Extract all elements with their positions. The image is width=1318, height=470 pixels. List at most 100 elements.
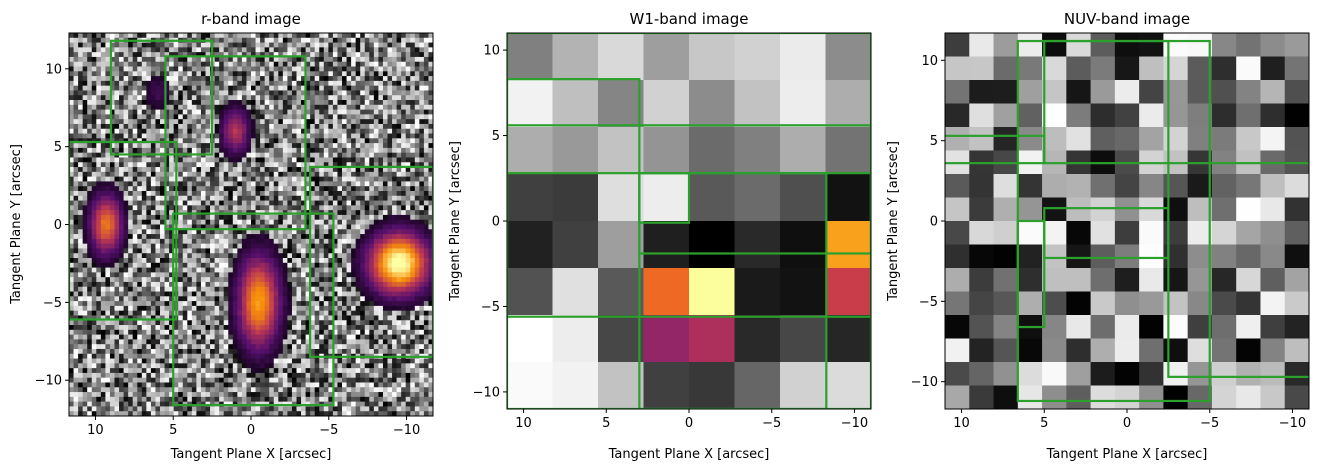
nuv-pixel (969, 80, 994, 104)
nuv-pixel (1090, 197, 1116, 222)
nuv-pixel (1017, 362, 1043, 386)
nuv-pixel (1284, 291, 1309, 316)
nuv-pixel (945, 385, 970, 409)
nuv-pixel (945, 56, 970, 81)
aperture-box (1043, 207, 1170, 260)
w1-pixel (507, 268, 553, 316)
aperture-box (1167, 162, 1309, 378)
nuv-pixel (1066, 103, 1091, 128)
nuv-pixel (1066, 315, 1091, 339)
nuv-pixel (1114, 385, 1140, 409)
nuv-pixel (1211, 244, 1237, 269)
nuv-pixel (945, 174, 970, 198)
w1-pixel (734, 221, 781, 269)
nuv-pixel (1090, 315, 1116, 339)
nuv-pixel (1114, 127, 1140, 151)
nuv-pixel (1114, 80, 1140, 104)
w1-pixel (598, 268, 644, 316)
nuv-pixel (945, 33, 970, 57)
nuv-pixel (1284, 33, 1309, 57)
nuv-pixel (1090, 244, 1116, 269)
w1-pixel (780, 362, 826, 409)
nuv-pixel (1114, 56, 1140, 81)
nuv-pixel (1042, 80, 1067, 104)
nuv-pixel (1236, 315, 1261, 339)
w1-pixel (507, 315, 553, 363)
nuv-pixel (1284, 80, 1309, 104)
nuv-pixel (1139, 315, 1164, 339)
nuv-pixel (1211, 315, 1237, 339)
nuv-pixel (1017, 385, 1043, 409)
nuv-pixel (1163, 244, 1189, 269)
nuv-pixel (1042, 197, 1067, 222)
nuv-pixel (1187, 33, 1213, 57)
w1-pixel (825, 221, 871, 269)
nuv-pixel (1017, 244, 1043, 269)
nuv-pixel (1017, 197, 1043, 222)
nuv-pixel (1187, 385, 1213, 409)
nuv-pixel (1066, 33, 1091, 57)
x-tick-label: 10 (87, 423, 104, 438)
w1-pixel (598, 33, 644, 81)
nuv-pixel (1139, 103, 1164, 128)
nuv-pixel (1042, 244, 1067, 269)
nuv-pixel (1017, 268, 1043, 292)
w1-pixel (825, 362, 871, 409)
nuv-pixel (993, 291, 1019, 316)
r-band-aperture-boxes (69, 39, 433, 407)
nuv-pixel (1260, 291, 1286, 316)
nuv-pixel (1211, 33, 1237, 57)
nuv-pixel (1211, 56, 1237, 81)
nuv-pixel (1042, 174, 1067, 198)
nuv-pixel (1139, 291, 1164, 316)
y-tick-label: 10 (921, 54, 938, 69)
nuv-pixel (1114, 174, 1140, 198)
nuv-band-aperture-boxes (945, 39, 1309, 403)
nuv-pixel (1163, 174, 1189, 198)
w1-pixel (689, 174, 735, 222)
nuv-pixel (1066, 174, 1091, 198)
w1-pixel (552, 315, 599, 363)
nuv-pixel (1163, 268, 1189, 292)
w1-pixel (689, 362, 735, 409)
nuv-pixel (1114, 221, 1140, 245)
w1-pixel (507, 362, 553, 409)
nuv-pixel (993, 221, 1019, 245)
w1-pixel (734, 362, 781, 409)
nuv-band-panel: NUV-band image 10 5 0 −5 −10 −10 −5 0 5 10 Tangen… (886, 10, 1310, 462)
nuv-pixel (1236, 338, 1261, 363)
nuv-pixel (1139, 174, 1164, 198)
nuv-pixel (1284, 56, 1309, 81)
nuv-pixel (1139, 221, 1164, 245)
x-tick-label: 5 (602, 416, 610, 431)
nuv-pixel (1066, 362, 1091, 386)
y-tick-label: −10 (911, 375, 938, 390)
nuv-pixel (1211, 103, 1237, 128)
w1-pixel (825, 127, 871, 175)
y-tick-label: −10 (35, 374, 62, 389)
nuv-pixel (1260, 338, 1286, 363)
nuv-pixel (1236, 56, 1261, 81)
nuv-pixel (1260, 56, 1286, 81)
nuv-pixel (993, 362, 1019, 386)
w1-pixel (780, 268, 826, 316)
nuv-pixel (1284, 174, 1309, 198)
x-tick-label: −5 (319, 423, 338, 438)
w1-pixel (825, 315, 871, 363)
aperture-box (507, 78, 641, 127)
nuv-pixel (1260, 80, 1286, 104)
y-tick-label: 10 (45, 62, 62, 77)
nuv-pixel (1017, 221, 1043, 245)
nuv-pixel (945, 268, 970, 292)
aperture-box (1016, 219, 1046, 329)
nuv-pixel (1066, 385, 1091, 409)
x-tick-label: 0 (247, 423, 255, 438)
nuv-pixel (1090, 221, 1116, 245)
r-band-image (69, 33, 433, 416)
w1-pixel (780, 127, 826, 175)
nuv-pixel (1139, 244, 1164, 269)
nuv-pixel (1042, 221, 1067, 245)
w1-pixel (598, 174, 644, 222)
nuv-pixel (1042, 291, 1067, 316)
nuv-pixel (1187, 197, 1213, 222)
